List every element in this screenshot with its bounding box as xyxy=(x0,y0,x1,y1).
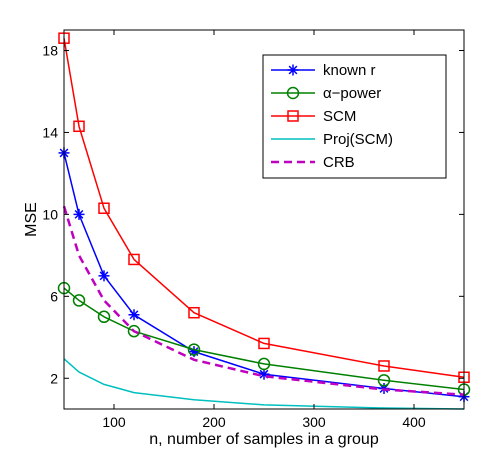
data-point-power xyxy=(257,357,271,371)
plot-frame xyxy=(63,29,465,410)
data-point-known-r xyxy=(73,208,85,220)
legend-label-power: α−power xyxy=(323,85,381,102)
series-line-scm xyxy=(63,38,465,378)
data-layer xyxy=(57,32,471,410)
data-point-power xyxy=(377,374,391,387)
y-tick-label: 14 xyxy=(42,124,58,140)
x-axis-label: n, number of samples in a group xyxy=(149,431,379,448)
data-point-scm xyxy=(98,202,110,214)
legend-label-known-r: known r xyxy=(323,62,376,79)
x-tick-label: 300 xyxy=(302,414,326,430)
y-axis-label: MSE xyxy=(23,202,40,237)
data-point-scm xyxy=(128,253,140,266)
data-point-scm xyxy=(258,337,270,350)
data-point-power xyxy=(187,343,201,356)
y-tick-label: 18 xyxy=(42,42,58,58)
data-point-scm xyxy=(188,306,200,319)
y-tick-label: 6 xyxy=(50,288,58,304)
legend-marker-power xyxy=(286,86,300,100)
legend-marker-scm xyxy=(287,110,299,122)
data-point-power xyxy=(127,324,141,338)
data-point-scm xyxy=(378,360,390,372)
legend-label-proj-scm: Proj(SCM) xyxy=(323,131,393,148)
tick-layer: 100 200 300 400 2 6 10 14 18 xyxy=(42,30,464,430)
data-point-power xyxy=(72,294,86,307)
y-tick-label: 10 xyxy=(42,206,58,222)
data-point-known-r xyxy=(98,270,110,282)
legend-label-crb: CRB xyxy=(323,154,355,171)
x-tick-label: 200 xyxy=(202,414,226,430)
x-tick-label: 100 xyxy=(102,414,126,430)
series-line-crb xyxy=(62,205,465,396)
data-point-known-r xyxy=(128,309,140,321)
series-line-proj-scm xyxy=(63,358,465,410)
legend: known r α−power SCM Proj(SCM) CRB xyxy=(262,54,447,179)
data-point-scm xyxy=(73,120,85,133)
legend-marker-known-r xyxy=(287,64,299,76)
y-tick-label: 2 xyxy=(50,370,58,386)
x-tick-label: 400 xyxy=(402,414,426,430)
legend-label-scm: SCM xyxy=(323,108,356,125)
data-point-power xyxy=(97,310,111,324)
